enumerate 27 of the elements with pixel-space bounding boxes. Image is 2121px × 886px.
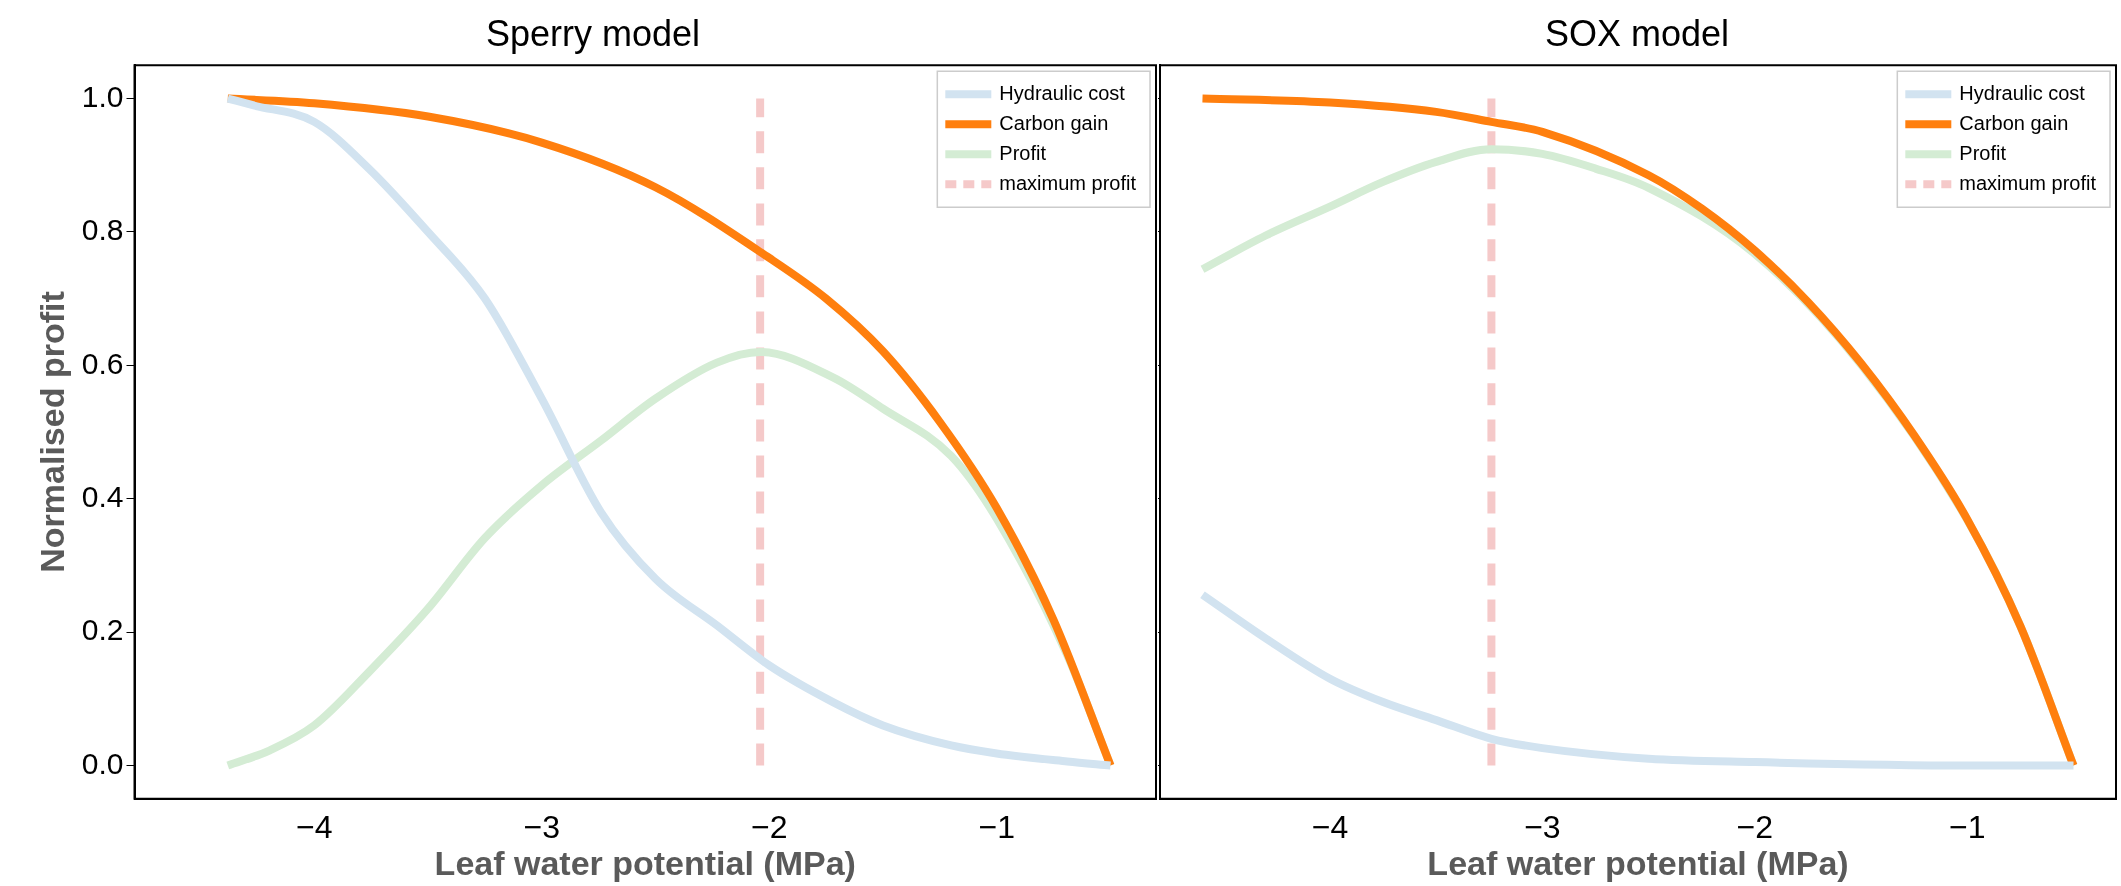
x-axis-title: Leaf water potential (MPa) bbox=[1427, 843, 1849, 882]
chart-title: SOX model bbox=[1544, 12, 1730, 54]
x-axis-title: Leaf water potential (MPa) bbox=[434, 843, 856, 882]
x-tick-label: −1 bbox=[978, 808, 1015, 845]
x-tick-label: −4 bbox=[295, 808, 333, 845]
legend-label: Profit bbox=[999, 141, 1047, 164]
legend-label: Profit bbox=[1959, 141, 2007, 164]
chart-title: Sperry model bbox=[485, 12, 701, 54]
x-tick-label: −3 bbox=[523, 808, 560, 845]
x-tick-label: −2 bbox=[1736, 808, 1774, 845]
y-axis-title: Normalised profit bbox=[32, 291, 71, 573]
x-tick-label: −1 bbox=[1949, 808, 1986, 845]
x-tick-label: −4 bbox=[1311, 808, 1349, 845]
x-tick-label: −2 bbox=[751, 808, 788, 845]
legend-label: Carbon gain bbox=[999, 111, 1109, 134]
y-tick-label: 0.8 bbox=[81, 213, 124, 247]
legend-label: maximum profit bbox=[1959, 171, 2097, 194]
x-tick-label: −3 bbox=[1524, 808, 1561, 845]
y-tick-label: 0.4 bbox=[81, 479, 124, 513]
legend-label: Carbon gain bbox=[1959, 111, 2069, 134]
legend-label: Hydraulic cost bbox=[1959, 81, 2086, 104]
y-tick-label: 0.0 bbox=[81, 746, 124, 780]
y-tick-label: 1.0 bbox=[81, 79, 124, 113]
legend-label: Hydraulic cost bbox=[999, 81, 1126, 104]
y-tick-label: 0.6 bbox=[81, 346, 124, 380]
legend-label: maximum profit bbox=[999, 171, 1137, 194]
y-tick-label: 0.2 bbox=[81, 613, 124, 647]
